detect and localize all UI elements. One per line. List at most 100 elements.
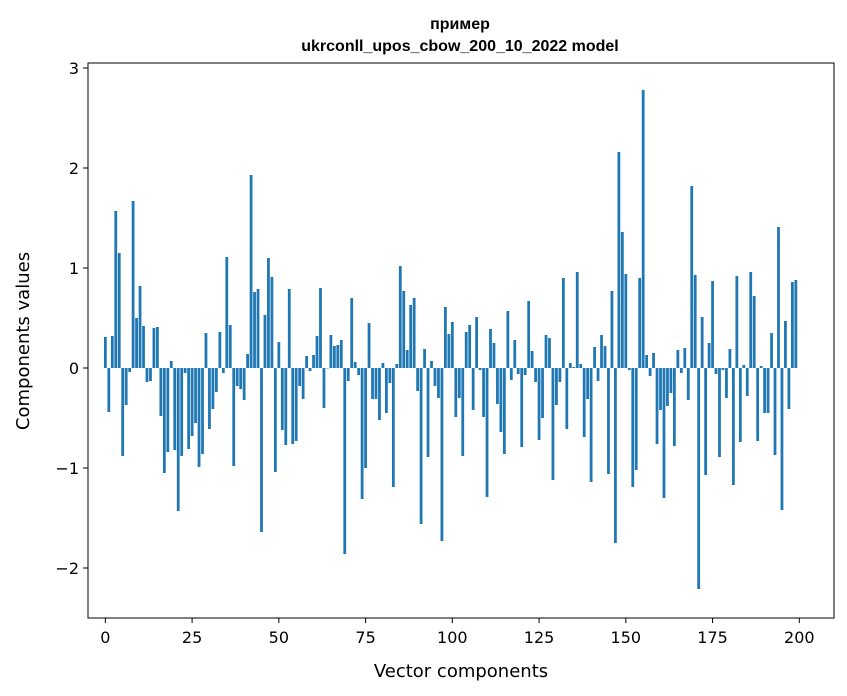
bar-component-78 — [374, 368, 378, 399]
bar-component-18 — [166, 368, 170, 452]
bar-component-59 — [308, 368, 312, 371]
bar-component-146 — [610, 291, 614, 368]
bar-component-130 — [555, 368, 558, 405]
bar-component-98 — [444, 307, 447, 368]
bar-component-69 — [343, 368, 347, 554]
bar-component-75 — [364, 368, 367, 468]
bar-component-20 — [173, 368, 177, 450]
bar-component-160 — [659, 368, 662, 410]
bar-component-27 — [197, 368, 201, 467]
bar-component-180 — [728, 349, 732, 368]
bar-component-77 — [371, 368, 374, 399]
bar-component-2 — [110, 336, 114, 368]
bar-component-172 — [700, 317, 704, 368]
bar-component-145 — [607, 368, 610, 474]
bar-component-30 — [208, 368, 211, 429]
bar-component-109 — [482, 368, 485, 417]
bar-component-142 — [596, 368, 600, 381]
bar-component-14 — [152, 328, 156, 368]
bar-component-84 — [395, 364, 399, 368]
x-axis-ticks: 0 25 50 75 100 125 150 175 200 — [100, 618, 815, 647]
bar-component-58 — [305, 356, 308, 368]
bar-component-5 — [121, 368, 125, 456]
x-tick-label: 200 — [784, 628, 815, 647]
y-tick-label: −2 — [55, 559, 79, 578]
bar-component-96 — [437, 368, 440, 398]
bar-component-7 — [128, 368, 132, 372]
bar-component-13 — [149, 368, 152, 381]
bar-component-198 — [790, 282, 794, 368]
bar-component-17 — [162, 368, 166, 473]
bar-component-139 — [586, 368, 590, 399]
bar-component-134 — [568, 363, 572, 368]
bar-component-192 — [770, 333, 773, 368]
bar-component-92 — [423, 349, 426, 368]
bar-component-154 — [638, 278, 642, 368]
bar-component-115 — [502, 368, 506, 454]
bar-component-140 — [589, 368, 593, 482]
bar-component-131 — [558, 368, 562, 382]
bar-component-117 — [509, 368, 513, 380]
bar-component-110 — [485, 368, 489, 497]
bar-component-114 — [499, 368, 503, 432]
bar-component-105 — [468, 325, 472, 368]
bar-component-196 — [784, 321, 787, 368]
bar-component-26 — [194, 368, 197, 423]
bar-component-57 — [301, 368, 305, 399]
bar-component-108 — [478, 368, 482, 370]
bar-component-163 — [669, 368, 673, 393]
bar-component-31 — [211, 368, 215, 409]
bar-component-66 — [332, 346, 336, 368]
bar-component-95 — [433, 368, 437, 386]
bar-component-138 — [582, 368, 586, 437]
bar-component-111 — [489, 329, 492, 368]
bar-component-29 — [204, 333, 208, 368]
bar-component-103 — [461, 368, 465, 456]
bar-component-119 — [516, 368, 520, 374]
bar-component-144 — [603, 346, 607, 368]
bar-component-1 — [107, 368, 111, 412]
bar-component-89 — [412, 298, 416, 368]
bar-component-0 — [103, 337, 107, 368]
bar-component-122 — [527, 301, 531, 368]
bar-component-118 — [513, 340, 517, 368]
bar-component-168 — [686, 368, 690, 400]
bar-component-36 — [228, 325, 232, 368]
bar-component-166 — [679, 368, 683, 373]
bar-component-182 — [735, 276, 739, 368]
bar-component-195 — [780, 368, 784, 510]
bar-component-76 — [367, 323, 371, 368]
bar-component-189 — [759, 366, 763, 368]
bar-component-41 — [246, 354, 249, 368]
bar-component-161 — [662, 368, 666, 498]
bar-component-42 — [249, 175, 253, 368]
x-tick-label: 50 — [269, 628, 289, 647]
bar-component-104 — [464, 332, 468, 368]
bar-component-120 — [520, 368, 524, 447]
bar-component-56 — [298, 368, 302, 386]
bar-component-85 — [398, 266, 402, 368]
bar-component-93 — [426, 368, 430, 457]
bar-component-187 — [752, 296, 756, 368]
bar-component-83 — [391, 368, 395, 487]
bar-component-24 — [187, 368, 191, 449]
bar-component-165 — [676, 350, 680, 368]
bar-component-67 — [336, 345, 340, 368]
bar-component-60 — [312, 355, 315, 368]
bar-component-55 — [294, 368, 298, 441]
bar-component-9 — [135, 318, 138, 368]
bar-component-91 — [419, 368, 423, 524]
bar-component-28 — [201, 368, 204, 454]
bar-component-100 — [450, 322, 454, 368]
bar-component-112 — [492, 343, 496, 368]
bar-component-10 — [138, 286, 142, 368]
bar-component-79 — [378, 368, 381, 420]
bar-component-190 — [763, 368, 766, 413]
bar-component-101 — [454, 368, 458, 417]
bar-component-21 — [176, 368, 180, 511]
bar-component-175 — [711, 281, 714, 368]
bar-component-136 — [575, 272, 579, 368]
bar-component-102 — [457, 368, 461, 398]
bar-component-179 — [725, 368, 728, 398]
